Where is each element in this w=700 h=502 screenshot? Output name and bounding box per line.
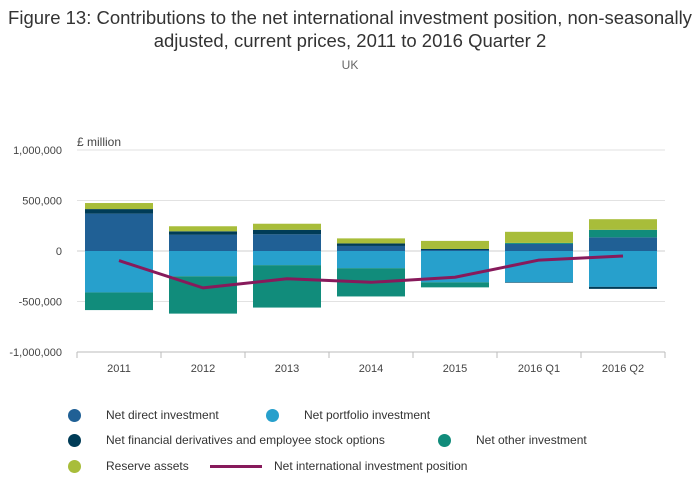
legend-swatch-derivatives [68,433,81,447]
x-tick-label: 2014 [359,363,383,375]
bar-segment [505,242,573,244]
bar-segment [253,265,321,308]
bar-segment [253,223,321,230]
bar-segment [337,238,405,244]
x-tick-label: 2013 [275,363,299,375]
legend-item-portfolio: Net portfolio investment [266,408,430,422]
y-tick-label: 1,000,000 [13,145,62,157]
bar-segment [589,219,657,230]
legend-item-niip: Net international investment position [210,459,467,473]
legend: Net direct investment Net portfolio inve… [60,402,690,492]
bar-segment [505,251,573,283]
bar-segment [169,251,237,277]
legend-label-direct: Net direct investment [106,408,219,422]
y-axis-label: £ million [77,135,121,149]
bar-segment [589,229,657,238]
bar-segment [589,237,657,251]
bar-segment [589,286,657,289]
legend-item-reserve: Reserve assets [68,459,189,473]
legend-label-derivatives: Net financial derivatives and employee s… [106,433,385,447]
legend-label-reserve: Reserve assets [106,459,189,473]
legend-swatch-direct [68,408,81,422]
legend-swatch-reserve [68,459,81,473]
bar-segment [421,282,489,288]
bar-segment [85,251,153,293]
bar-segment [337,251,405,269]
legend-item-direct: Net direct investment [68,408,219,422]
bar-segment [253,229,321,235]
x-tick-label: 2015 [443,363,467,375]
bar-segment [253,234,321,251]
bar-segment [85,209,153,214]
bar-segment [85,203,153,210]
legend-swatch-other [438,433,451,447]
bar-segment [421,240,489,249]
x-tick-label: 2016 Q1 [518,363,560,375]
legend-item-other: Net other investment [438,433,587,447]
bar-segment [337,245,405,251]
chart-svg: £ million 1,000,000 500,000 0 -500,000 -1,00… [9,135,666,375]
bar-segment [421,248,489,250]
bar-segment [505,282,573,283]
bar-segment [85,213,153,251]
y-tick-label: 500,000 [22,196,62,208]
y-tick-label: -500,000 [19,297,62,309]
bar-segment [505,243,573,251]
bar-segment [337,243,405,246]
x-tick-label: 2012 [191,363,215,375]
y-tick-label: -1,000,000 [9,347,62,359]
chart-subtitle: UK [341,58,359,72]
bar-segment [421,249,489,251]
bar-segment [505,231,573,243]
legend-label-portfolio: Net portfolio investment [304,408,431,422]
legend-label-niip: Net international investment position [274,459,468,473]
bar-segment [169,234,237,251]
niip-line [118,254,624,290]
bar-segment [169,231,237,235]
bar-segment [169,226,237,232]
x-tick-label: 2011 [107,363,131,375]
bar-segment [169,276,237,314]
legend-swatch-niip [210,464,262,468]
chart-title: Figure 13: Contributions to the net inte… [8,7,692,51]
legend-item-derivatives: Net financial derivatives and employee s… [68,433,385,447]
bar-segment [85,292,153,311]
y-tick-label: 0 [56,246,62,258]
bar-segment [253,251,321,266]
legend-label-other: Net other investment [476,433,587,447]
legend-swatch-portfolio [266,408,279,422]
x-tick-label: 2016 Q2 [602,363,644,375]
